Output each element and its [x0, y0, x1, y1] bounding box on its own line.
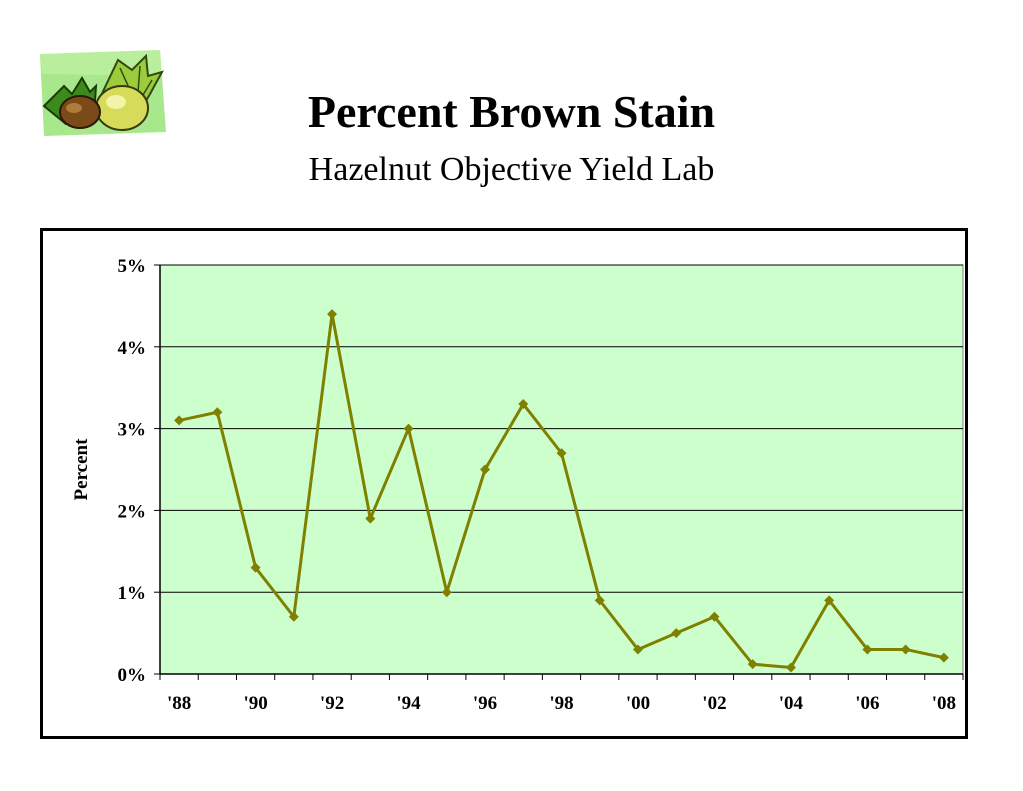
- data-point-marker: [824, 595, 835, 606]
- data-points: [174, 309, 949, 673]
- y-tick-label: 4%: [118, 338, 147, 359]
- hazelnut-logo: [36, 46, 168, 140]
- data-point-marker: [632, 644, 643, 655]
- x-tick-label: '92: [320, 693, 344, 714]
- page-title: Percent Brown Stain: [307, 86, 716, 137]
- y-tick-label: 3%: [118, 420, 147, 441]
- x-tick-label: '08: [932, 693, 956, 714]
- x-tick-label: '02: [702, 693, 726, 714]
- data-point-marker: [594, 595, 605, 606]
- chart-frame: 0% 1% 2% 3% 4% 5% '88 '90 '92 '94 '96 '98 '00 '02 '04…: [40, 228, 968, 739]
- data-point-marker: [900, 644, 911, 655]
- data-point-marker: [785, 662, 796, 673]
- x-tick-label: '06: [855, 693, 879, 714]
- hazelnut-clipart-icon: [40, 50, 166, 136]
- x-tick-label: '88: [167, 693, 191, 714]
- x-axis: '88 '90 '92 '94 '96 '98 '00 '02 '04 '06 '08: [159, 673, 964, 714]
- data-point-marker: [862, 644, 873, 655]
- data-point-marker: [174, 415, 185, 426]
- y-axis: 0% 1% 2% 3% 4% 5%: [118, 256, 161, 686]
- x-tick-label: '94: [396, 693, 421, 714]
- gridlines: [160, 264, 963, 593]
- x-tick-label: '96: [473, 693, 497, 714]
- data-point-marker: [288, 611, 299, 622]
- y-tick-label: 0%: [118, 665, 147, 686]
- y-tick-label: 2%: [118, 501, 147, 522]
- x-tick-label: '98: [549, 693, 573, 714]
- brown-stain-line-chart: 0% 1% 2% 3% 4% 5% '88 '90 '92 '94 '96 '98 '00 '02 '04…: [71, 256, 964, 714]
- data-point-marker: [441, 587, 452, 598]
- data-point-marker: [556, 448, 567, 459]
- plot-area: [159, 264, 964, 675]
- data-point-marker: [518, 399, 529, 410]
- y-tick-label: 1%: [118, 583, 147, 604]
- data-point-marker: [671, 628, 682, 639]
- data-point-marker: [212, 407, 223, 418]
- data-point-marker: [327, 309, 338, 320]
- data-point-marker: [480, 464, 491, 475]
- y-axis-label: Percent: [71, 438, 92, 501]
- y-tick-label: 5%: [118, 256, 147, 277]
- data-point-marker: [403, 423, 414, 434]
- x-tick-label: '04: [779, 693, 804, 714]
- data-point-marker: [250, 562, 261, 573]
- data-point-marker: [365, 513, 376, 524]
- data-point-marker: [747, 659, 758, 670]
- page-subtitle: Hazelnut Objective Yield Lab: [308, 151, 715, 188]
- x-tick-label: '90: [243, 693, 267, 714]
- x-tick-label: '00: [626, 693, 650, 714]
- data-point-marker: [709, 611, 720, 622]
- data-point-marker: [938, 652, 949, 663]
